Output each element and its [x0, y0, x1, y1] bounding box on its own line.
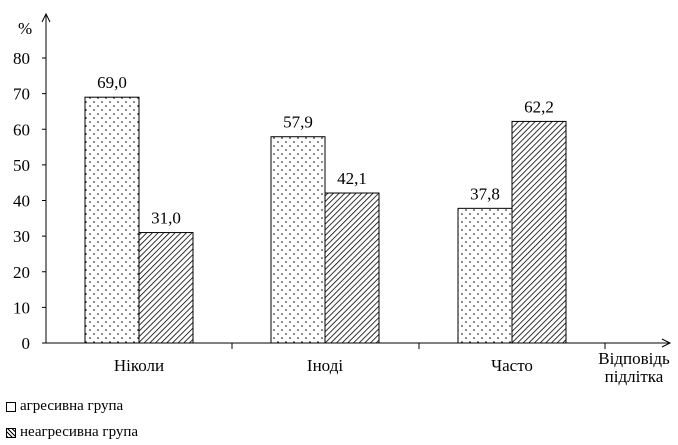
- legend-swatch-dots: [6, 401, 16, 412]
- x-axis-title-line: Відповідь: [598, 349, 670, 368]
- legend-item-aggressive: агресивна група: [6, 398, 123, 415]
- legend-label-aggressive: агресивна група: [20, 398, 124, 414]
- bar-value-label: 62,2: [524, 97, 554, 116]
- x-axis-title-line: підлітка: [605, 367, 664, 386]
- x-category-label: Часто: [491, 356, 533, 375]
- bar-value-label: 69,0: [97, 73, 127, 92]
- x-category-label: Ніколи: [114, 356, 164, 375]
- bar: [457, 207, 513, 344]
- bar: [270, 136, 326, 344]
- y-axis-arrow: [41, 12, 51, 23]
- bar-value-label: 37,8: [470, 184, 500, 203]
- bar: [324, 192, 380, 344]
- y-tick-label: 10: [13, 298, 30, 317]
- legend-item-nonaggressive: неагресивна група: [6, 424, 138, 441]
- x-axis-arrow: [661, 338, 672, 348]
- bar-value-label: 57,9: [283, 113, 313, 132]
- bar-value-label: 42,1: [337, 169, 367, 188]
- x-category-label: Іноді: [307, 356, 343, 375]
- y-tick-label: 0: [22, 334, 31, 353]
- y-tick-label: 50: [13, 156, 30, 175]
- y-tick-label: 20: [13, 263, 30, 282]
- y-tick-label: 60: [13, 120, 30, 139]
- y-axis-unit-label: %: [18, 19, 32, 38]
- y-tick-label: 70: [13, 85, 30, 104]
- legend-label-nonaggressive: неагресивна група: [20, 424, 139, 440]
- y-tick-label: 30: [13, 227, 30, 246]
- bar: [84, 96, 140, 344]
- bar: [138, 232, 194, 344]
- y-tick-label: 40: [13, 192, 30, 211]
- bar-value-label: 31,0: [151, 209, 181, 228]
- y-tick-label: 80: [13, 49, 30, 68]
- legend-swatch-hatch: [6, 427, 16, 438]
- bar: [511, 120, 567, 344]
- bar-chart: 0 10 20 30 40 50 60 70 80% 69,0 31,0 Ніколи 57,9 42,…: [13, 12, 672, 386]
